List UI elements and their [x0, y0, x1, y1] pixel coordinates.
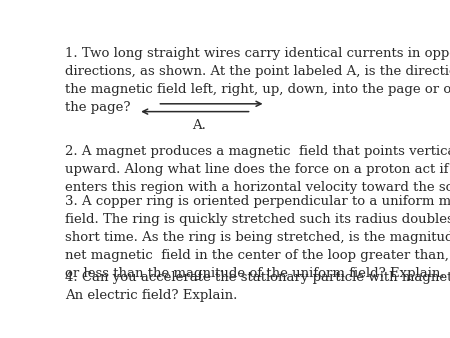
Text: 1. Two long straight wires carry identical currents in opposite
directions, as s: 1. Two long straight wires carry identic… — [65, 47, 450, 114]
Text: A.: A. — [192, 119, 206, 132]
Text: 4. Can you accelerate the stationary particle with magnetic  field?
An electric : 4. Can you accelerate the stationary par… — [65, 271, 450, 302]
Text: 3. A copper ring is oriented perpendicular to a uniform magnetic
field. The ring: 3. A copper ring is oriented perpendicul… — [65, 195, 450, 281]
Text: 2. A magnet produces a magnetic  field that points vertically
upward. Along what: 2. A magnet produces a magnetic field th… — [65, 145, 450, 194]
